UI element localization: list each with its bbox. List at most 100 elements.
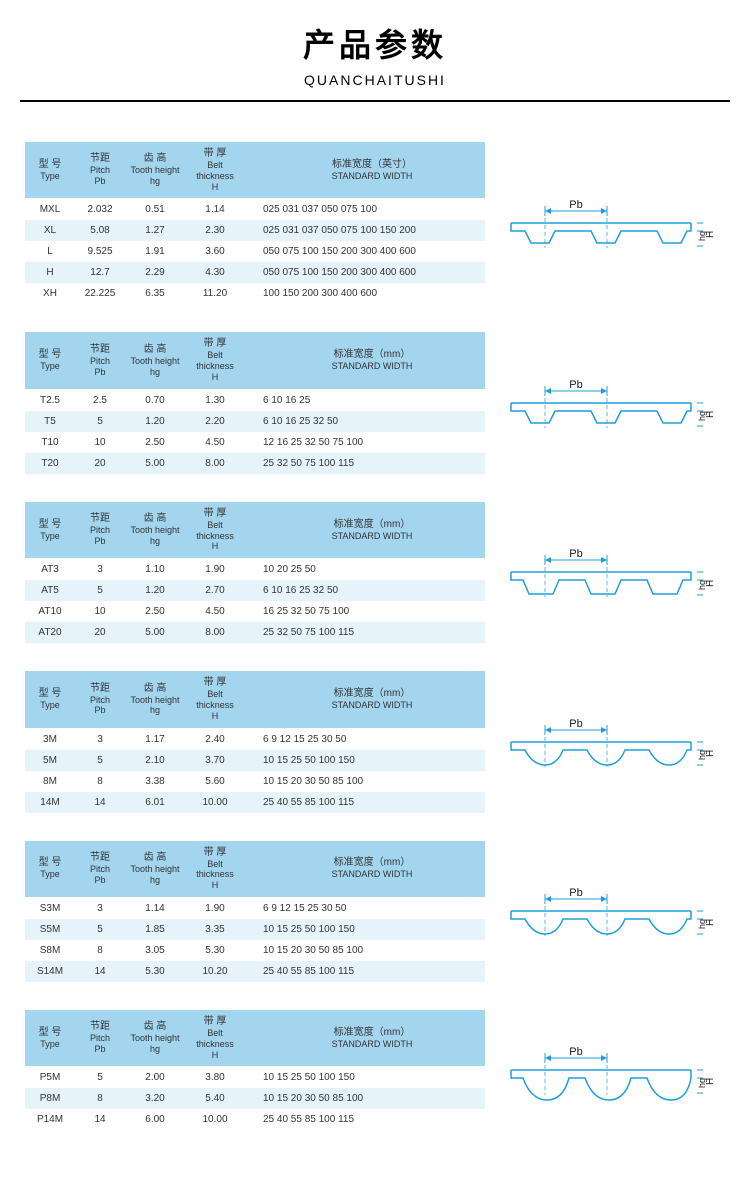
table-row: MXL 2.032 0.51 1.14 025 031 037 050 075 … bbox=[25, 199, 485, 221]
spec-table: 型 号Type 节距PitchPb 齿 高Tooth heighthg 带 厚B… bbox=[25, 142, 485, 304]
header-tooth: 齿 高Tooth heighthg bbox=[125, 142, 185, 199]
h-label: H bbox=[705, 580, 716, 587]
cell-standard-width: 10 15 20 30 50 85 100 bbox=[245, 771, 485, 792]
cell-belt-thickness: 1.30 bbox=[185, 389, 245, 411]
header-thickness: 带 厚Belt thicknessH bbox=[185, 671, 245, 728]
cell-tooth-height: 3.20 bbox=[125, 1088, 185, 1109]
page-subtitle: QUANCHAITUSHI bbox=[0, 72, 750, 88]
cell-pitch: 8 bbox=[75, 940, 125, 961]
table-row: S5M 5 1.85 3.35 10 15 25 50 100 150 bbox=[25, 919, 485, 940]
header-type: 型 号Type bbox=[25, 502, 75, 559]
cell-pitch: 5 bbox=[75, 919, 125, 940]
cell-standard-width: 025 031 037 050 075 100 bbox=[245, 199, 485, 221]
cell-pitch: 10 bbox=[75, 432, 125, 453]
table-row: 5M 5 2.10 3.70 10 15 25 50 100 150 bbox=[25, 750, 485, 771]
cell-standard-width: 6 9 12 15 25 30 50 bbox=[245, 728, 485, 750]
header-pitch: 节距PitchPb bbox=[75, 841, 125, 898]
diagram-area: Pb hg H bbox=[497, 332, 725, 473]
cell-pitch: 2.032 bbox=[75, 199, 125, 221]
cell-standard-width: 10 15 25 50 100 150 bbox=[245, 1067, 485, 1089]
table-row: 8M 8 3.38 5.60 10 15 20 30 50 85 100 bbox=[25, 771, 485, 792]
cell-tooth-height: 0.70 bbox=[125, 389, 185, 411]
header-width: 标准宽度（英寸）STANDARD WIDTH bbox=[245, 142, 485, 199]
cell-pitch: 14 bbox=[75, 792, 125, 813]
cell-pitch: 3 bbox=[75, 559, 125, 581]
cell-belt-thickness: 8.00 bbox=[185, 453, 245, 474]
header-width: 标准宽度（mm）STANDARD WIDTH bbox=[245, 841, 485, 898]
belt-profile-diagram: Pb hg H bbox=[501, 378, 721, 448]
table-row: T20 20 5.00 8.00 25 32 50 75 100 115 bbox=[25, 453, 485, 474]
table-row: XL 5.08 1.27 2.30 025 031 037 050 075 10… bbox=[25, 220, 485, 241]
table-row: S3M 3 1.14 1.90 6 9 12 15 25 30 50 bbox=[25, 897, 485, 919]
header-width: 标准宽度（mm）STANDARD WIDTH bbox=[245, 332, 485, 389]
diagram-area: Pb hg H bbox=[497, 142, 725, 304]
cell-pitch: 5 bbox=[75, 411, 125, 432]
header-width: 标准宽度（mm）STANDARD WIDTH bbox=[245, 502, 485, 559]
cell-belt-thickness: 3.60 bbox=[185, 241, 245, 262]
cell-tooth-height: 3.05 bbox=[125, 940, 185, 961]
pb-label: Pb bbox=[569, 379, 582, 391]
divider-line bbox=[20, 100, 730, 102]
cell-standard-width: 12 16 25 32 50 75 100 bbox=[245, 432, 485, 453]
header-pitch: 节距PitchPb bbox=[75, 142, 125, 199]
cell-standard-width: 25 32 50 75 100 115 bbox=[245, 622, 485, 643]
header-section: 产品参数 QUANCHAITUSHI bbox=[0, 0, 750, 100]
cell-standard-width: 6 9 12 15 25 30 50 bbox=[245, 897, 485, 919]
header-pitch: 节距PitchPb bbox=[75, 502, 125, 559]
header-thickness: 带 厚Belt thicknessH bbox=[185, 841, 245, 898]
spec-table: 型 号Type 节距PitchPb 齿 高Tooth heighthg 带 厚B… bbox=[25, 332, 485, 473]
cell-pitch: 10 bbox=[75, 601, 125, 622]
table-block: 型 号Type 节距PitchPb 齿 高Tooth heighthg 带 厚B… bbox=[25, 671, 725, 812]
cell-type: T10 bbox=[25, 432, 75, 453]
header-tooth: 齿 高Tooth heighthg bbox=[125, 1010, 185, 1067]
cell-type: L bbox=[25, 241, 75, 262]
header-thickness: 带 厚Belt thicknessH bbox=[185, 502, 245, 559]
cell-standard-width: 6 10 16 25 32 50 bbox=[245, 411, 485, 432]
cell-belt-thickness: 8.00 bbox=[185, 622, 245, 643]
table-row: T10 10 2.50 4.50 12 16 25 32 50 75 100 bbox=[25, 432, 485, 453]
cell-tooth-height: 1.14 bbox=[125, 897, 185, 919]
header-thickness: 带 厚Belt thicknessH bbox=[185, 142, 245, 199]
cell-belt-thickness: 5.40 bbox=[185, 1088, 245, 1109]
header-type: 型 号Type bbox=[25, 142, 75, 199]
cell-type: P14M bbox=[25, 1109, 75, 1130]
header-width: 标准宽度（mm）STANDARD WIDTH bbox=[245, 671, 485, 728]
header-type: 型 号Type bbox=[25, 332, 75, 389]
cell-standard-width: 10 15 20 30 50 85 100 bbox=[245, 940, 485, 961]
cell-type: AT20 bbox=[25, 622, 75, 643]
cell-type: 8M bbox=[25, 771, 75, 792]
table-row: XH 22.225 6.35 11.20 100 150 200 300 400… bbox=[25, 283, 485, 304]
cell-tooth-height: 1.10 bbox=[125, 559, 185, 581]
table-row: T2.5 2.5 0.70 1.30 6 10 16 25 bbox=[25, 389, 485, 411]
table-row: H 12.7 2.29 4.30 050 075 100 150 200 300… bbox=[25, 262, 485, 283]
spec-table: 型 号Type 节距PitchPb 齿 高Tooth heighthg 带 厚B… bbox=[25, 841, 485, 982]
cell-type: P5M bbox=[25, 1067, 75, 1089]
table-block: 型 号Type 节距PitchPb 齿 高Tooth heighthg 带 厚B… bbox=[25, 841, 725, 982]
cell-belt-thickness: 4.50 bbox=[185, 601, 245, 622]
cell-tooth-height: 1.17 bbox=[125, 728, 185, 750]
spec-table: 型 号Type 节距PitchPb 齿 高Tooth heighthg 带 厚B… bbox=[25, 1010, 485, 1130]
cell-pitch: 3 bbox=[75, 897, 125, 919]
cell-belt-thickness: 2.70 bbox=[185, 580, 245, 601]
cell-type: MXL bbox=[25, 199, 75, 221]
cell-type: S14M bbox=[25, 961, 75, 982]
cell-type: AT3 bbox=[25, 559, 75, 581]
cell-pitch: 8 bbox=[75, 1088, 125, 1109]
header-type: 型 号Type bbox=[25, 841, 75, 898]
table-row: AT3 3 1.10 1.90 10 20 25 50 bbox=[25, 559, 485, 581]
cell-standard-width: 25 40 55 85 100 115 bbox=[245, 961, 485, 982]
pb-label: Pb bbox=[569, 548, 582, 560]
header-tooth: 齿 高Tooth heighthg bbox=[125, 671, 185, 728]
pb-label: Pb bbox=[569, 718, 582, 730]
cell-tooth-height: 2.00 bbox=[125, 1067, 185, 1089]
cell-belt-thickness: 1.90 bbox=[185, 897, 245, 919]
diagram-area: Pb hg H bbox=[497, 1010, 725, 1130]
cell-tooth-height: 5.00 bbox=[125, 453, 185, 474]
h-label: H bbox=[705, 1078, 716, 1085]
cell-standard-width: 10 15 25 50 100 150 bbox=[245, 750, 485, 771]
cell-tooth-height: 6.00 bbox=[125, 1109, 185, 1130]
cell-type: T2.5 bbox=[25, 389, 75, 411]
cell-type: 3M bbox=[25, 728, 75, 750]
table-row: P5M 5 2.00 3.80 10 15 25 50 100 150 bbox=[25, 1067, 485, 1089]
table-block: 型 号Type 节距PitchPb 齿 高Tooth heighthg 带 厚B… bbox=[25, 142, 725, 304]
